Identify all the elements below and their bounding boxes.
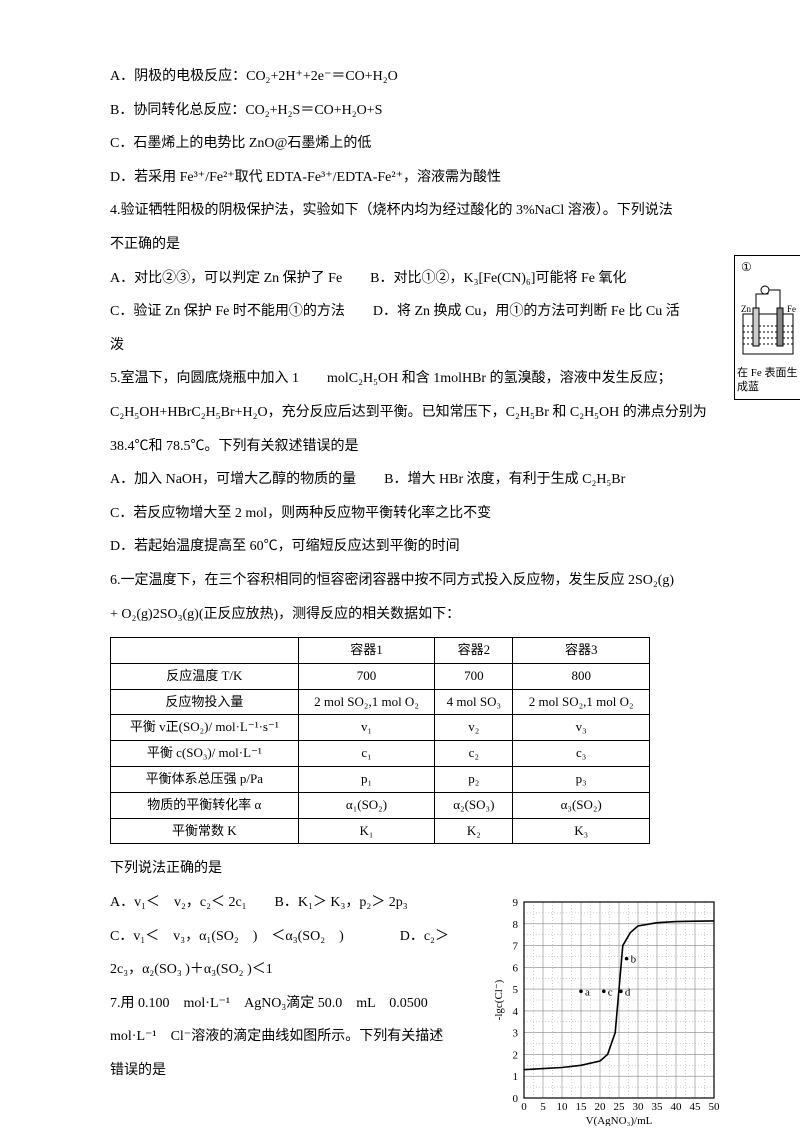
- q6-line2: + O₂(g)2SO₃(g)(正反应放热)，测得反应的相关数据如下：: [110, 598, 710, 632]
- q5-opt-ab: A．加入 NaOH，可增大乙醇的物质的量 B．增大 HBr 浓度，有利于生成 C…: [110, 463, 710, 497]
- q4-opt-cd-end: 泼: [110, 329, 710, 363]
- svg-text:c: c: [608, 986, 613, 998]
- electrode-fe-label: Fe: [787, 304, 796, 314]
- svg-text:V(AgNO₃)/mL: V(AgNO₃)/mL: [586, 1115, 653, 1126]
- svg-text:0: 0: [513, 1093, 519, 1105]
- svg-text:2: 2: [513, 1050, 519, 1062]
- q5-line1: 5.室温下，向圆底烧瓶中加入 1 molC₂H₅OH 和含 1molHBr 的氢…: [110, 362, 710, 396]
- q5-line2: C₂H₅OH+HBrC₂H₅Br+H₂O，充分反应后达到平衡。已知常压下，C₂H…: [110, 396, 710, 430]
- q6-line1: 6.一定温度下，在三个容积相同的恒容密闭容器中按不同方式投入反应物，发生反应 2…: [110, 564, 710, 598]
- q6-data-table: 容器1容器2容器3反应温度 T/K700700800反应物投入量2 mol SO…: [110, 637, 650, 844]
- svg-text:10: 10: [557, 1101, 569, 1113]
- q4-opt-cd: C．验证 Zn 保护 Fe 时不能用①的方法 D．将 Zn 换成 Cu，用①的方…: [110, 295, 710, 329]
- svg-text:-lgc(Cl⁻): -lgc(Cl⁻): [493, 979, 505, 1020]
- svg-text:d: d: [625, 986, 631, 998]
- q3-opt-c: C．石墨烯上的电势比 ZnO@石墨烯上的低: [110, 127, 710, 161]
- svg-text:4: 4: [513, 1006, 519, 1018]
- experiment-label: ①: [737, 260, 800, 276]
- q4-opt-ab: A．对比②③，可以判定 Zn 保护了 Fe B．对比①②，K₃[Fe(CN)₆]…: [110, 262, 710, 296]
- experiment-caption: 在 Fe 表面生成蓝: [737, 364, 800, 395]
- svg-text:7: 7: [513, 941, 519, 953]
- svg-text:3: 3: [513, 1028, 519, 1040]
- q6-post: 下列说法正确的是: [110, 852, 710, 886]
- svg-text:30: 30: [633, 1101, 645, 1113]
- q4-stem-2: 不正确的是: [110, 228, 710, 262]
- svg-text:a: a: [585, 986, 590, 998]
- q4-stem-1: 4.验证牺牲阳极的阴极保护法，实验如下（烧杯内均为经过酸化的 3%NaCl 溶液…: [110, 194, 710, 228]
- svg-text:40: 40: [671, 1101, 683, 1113]
- svg-text:45: 45: [690, 1101, 702, 1113]
- svg-text:5: 5: [540, 1101, 546, 1113]
- beaker-diagram-icon: Zn Fe: [737, 280, 799, 360]
- titration-curve-chart: 051015202530354045500123456789abcdV(AgNO…: [490, 896, 720, 1126]
- svg-text:25: 25: [614, 1101, 626, 1113]
- svg-text:6: 6: [513, 962, 519, 974]
- svg-text:0: 0: [521, 1101, 527, 1113]
- svg-text:35: 35: [652, 1101, 664, 1113]
- q5-line3: 38.4℃和 78.5℃。下列有关叙述错误的是: [110, 430, 710, 464]
- q3-opt-b: B．协同转化总反应：CO₂+H₂S＝CO+H₂O+S: [110, 94, 710, 128]
- svg-text:9: 9: [513, 897, 519, 909]
- svg-text:5: 5: [513, 984, 519, 996]
- q3-opt-a: A．阴极的电极反应：CO₂+2H⁺+2e⁻＝CO+H₂O: [110, 60, 710, 94]
- q5-opt-c: C．若反应物增大至 2 mol，则两种反应物平衡转化率之比不变: [110, 497, 710, 531]
- svg-text:50: 50: [709, 1101, 721, 1113]
- q3-opt-d: D．若采用 Fe³⁺/Fe²⁺取代 EDTA-Fe³⁺/EDTA-Fe²⁺，溶液…: [110, 161, 710, 195]
- svg-text:20: 20: [595, 1101, 607, 1113]
- svg-text:15: 15: [576, 1101, 588, 1113]
- q5-opt-d: D．若起始温度提高至 60℃，可缩短反应达到平衡的时间: [110, 530, 710, 564]
- svg-text:8: 8: [513, 919, 519, 931]
- electrode-zn-label: Zn: [741, 304, 751, 314]
- experiment-sidebox: ① Zn Fe 在 Fe 表面生成蓝: [734, 255, 800, 400]
- svg-text:b: b: [631, 954, 637, 966]
- svg-text:1: 1: [513, 1071, 519, 1083]
